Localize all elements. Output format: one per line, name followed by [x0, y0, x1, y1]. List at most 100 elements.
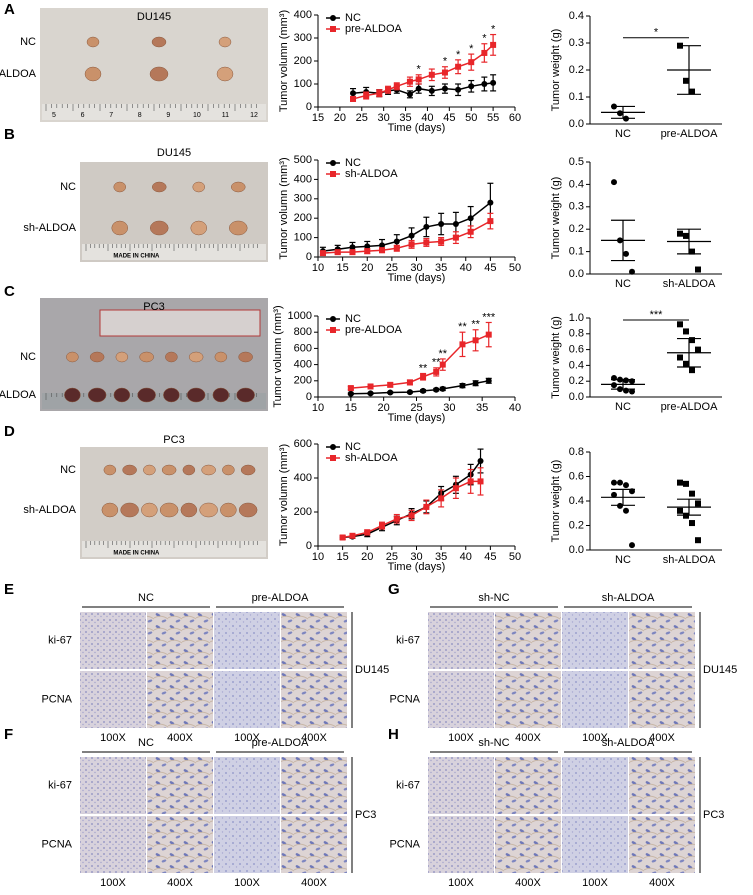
data-point: [376, 90, 383, 97]
ihc-image: [281, 612, 347, 669]
data-point: [689, 367, 695, 374]
magnification-label: 400X: [649, 877, 675, 889]
data-point: [438, 221, 445, 228]
ihc-image: [562, 671, 628, 728]
legend-label: sh-ALDOA: [345, 452, 398, 464]
x-tick-label: 40: [421, 112, 433, 124]
data-point: [455, 63, 462, 70]
y-tick-label: 0.4: [569, 178, 584, 190]
data-point: [349, 244, 356, 251]
tumor: [199, 502, 218, 518]
x-tick-label: 30: [410, 262, 422, 274]
x-tick-label: 30: [378, 112, 390, 124]
data-point: [423, 223, 430, 230]
significance-label: *: [417, 64, 422, 76]
tumor: [201, 464, 216, 476]
y-tick-label: 0.4: [569, 10, 584, 22]
ihc-image: [80, 757, 146, 814]
significance-label: **: [432, 357, 441, 369]
y-tick-label: 0.3: [569, 37, 584, 49]
magnification-label: 100X: [582, 877, 608, 889]
data-point: [617, 479, 623, 486]
legend-marker: [330, 15, 336, 21]
x-tick-label: 25: [410, 402, 422, 414]
x-tick-label: 25: [356, 112, 368, 124]
data-point: [629, 542, 635, 549]
group-label: sh-ALDOA: [602, 592, 655, 604]
magnification-label: 400X: [301, 732, 327, 744]
ruler: [42, 104, 266, 120]
magnification-label: 400X: [515, 732, 541, 744]
data-point: [452, 485, 459, 492]
legend-marker: [330, 316, 336, 322]
y-tick-label: 0.2: [569, 64, 584, 76]
data-point: [617, 110, 623, 117]
row-label: sh-ALDOA: [23, 504, 76, 516]
tumor: [222, 464, 235, 476]
tumor: [113, 387, 131, 403]
y-tick-label: 0.6: [569, 344, 584, 356]
ihc-image: [214, 757, 280, 814]
ihc-image: [281, 671, 347, 728]
legend-label: sh-ALDOA: [345, 168, 398, 180]
data-point: [349, 249, 356, 256]
row-label: PCNA: [389, 693, 420, 705]
data-point: [487, 218, 494, 225]
y-axis-label: Tumor volumn (mm³): [278, 10, 290, 112]
x-tick-label: 50: [465, 112, 477, 124]
ihc-image: [495, 612, 561, 669]
data-point: [406, 389, 413, 396]
magnification-label: 100X: [234, 732, 260, 744]
row-label: PCNA: [389, 838, 420, 850]
row-label: pre-ALDOA: [0, 389, 37, 401]
panel-label: A: [4, 1, 15, 18]
tumor: [150, 220, 169, 236]
photo-title: PC3: [143, 301, 164, 313]
y-tick-label: 0.3: [569, 201, 584, 213]
data-point: [611, 491, 617, 498]
x-tick-label: 45: [484, 551, 496, 563]
x-tick-label: 15: [337, 551, 349, 563]
significance-label: **: [419, 362, 428, 374]
magnification-label: 100X: [582, 732, 608, 744]
data-point: [683, 328, 689, 335]
data-point: [406, 78, 413, 85]
y-tick-label: 600: [294, 438, 312, 450]
data-point: [485, 331, 492, 338]
ihc-image: [80, 671, 146, 728]
cell-line-label: PC3: [355, 809, 376, 821]
ruler-text: MADE IN CHINA: [113, 254, 160, 260]
data-point: [379, 242, 386, 249]
ihc-image: [147, 757, 213, 814]
y-tick-label: 200: [294, 55, 312, 67]
tumor: [212, 387, 230, 403]
tumor: [192, 181, 205, 193]
data-point: [689, 520, 695, 527]
y-tick-label: 400: [294, 9, 312, 21]
row-label: ki-67: [396, 634, 420, 646]
ihc-image: [562, 612, 628, 669]
group-label: pre-ALDOA: [252, 592, 310, 604]
ihc-image: [80, 816, 146, 873]
tumor: [163, 387, 180, 403]
data-point: [339, 534, 346, 541]
x-tick-label: 25: [386, 262, 398, 274]
row-label: sh-ALDOA: [23, 222, 76, 234]
data-point: [467, 478, 474, 485]
legend-marker: [330, 26, 336, 32]
x-tick-label: 35: [399, 112, 411, 124]
tumor: [152, 181, 167, 193]
y-tick-label: 0: [306, 101, 312, 113]
data-point: [423, 503, 430, 510]
y-tick-label: 0.0: [569, 391, 584, 403]
y-tick-label: 1.0: [569, 312, 584, 324]
data-point: [379, 247, 386, 254]
ihc-image: [281, 757, 347, 814]
tumor: [159, 502, 179, 518]
row-label: NC: [60, 464, 76, 476]
data-point: [433, 386, 440, 393]
data-point: [695, 266, 701, 273]
y-tick-label: 0.2: [569, 223, 584, 235]
x-tick-label: sh-ALDOA: [663, 278, 716, 290]
x-tick-label: NC: [615, 128, 631, 140]
